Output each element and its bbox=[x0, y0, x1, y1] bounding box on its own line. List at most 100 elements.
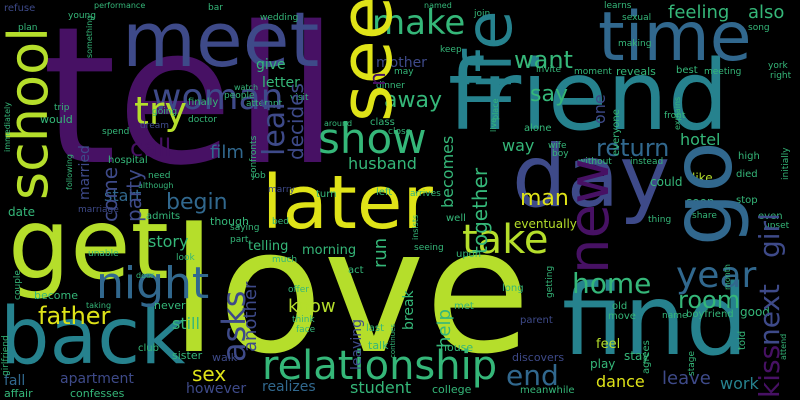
word-front: front bbox=[664, 111, 686, 121]
word-upon: upon bbox=[456, 249, 482, 260]
word-attempt: attempt bbox=[246, 99, 283, 109]
word-would: would bbox=[40, 113, 73, 126]
word-like: like bbox=[692, 171, 713, 185]
word-also: also bbox=[748, 2, 785, 23]
word-learns: learns bbox=[604, 1, 632, 11]
word-tell: tell bbox=[42, 0, 339, 207]
word-night: night bbox=[96, 258, 210, 309]
word-arrives: arrives bbox=[410, 189, 441, 199]
word-new: new bbox=[557, 158, 622, 274]
word-plan: plan bbox=[18, 23, 38, 33]
word-join: join bbox=[474, 9, 491, 19]
word-high: high bbox=[738, 151, 760, 162]
word-think: think bbox=[292, 315, 315, 325]
word-taking: taking bbox=[86, 301, 112, 310]
word-last: last bbox=[366, 323, 385, 334]
word-couple: couple bbox=[13, 270, 23, 300]
word-watch: watch bbox=[234, 83, 259, 92]
word-turn: turn bbox=[316, 189, 337, 200]
word-meet: meet bbox=[122, 0, 320, 84]
word-continues: continues bbox=[389, 323, 397, 358]
word-unable: unable bbox=[88, 249, 119, 259]
word-start: start bbox=[104, 186, 142, 205]
word-doctor: doctor bbox=[188, 115, 217, 125]
word-time: time bbox=[598, 0, 752, 77]
word-getting: getting bbox=[545, 265, 555, 298]
word-left: left bbox=[376, 187, 393, 198]
word-try: try bbox=[134, 89, 188, 133]
word-n: n bbox=[366, 72, 391, 86]
word-see: see bbox=[324, 0, 408, 122]
word-refuse: refuse bbox=[4, 3, 36, 14]
word-although: although bbox=[138, 181, 174, 190]
word-around: around bbox=[324, 119, 353, 128]
word-york: york bbox=[768, 61, 788, 71]
word-boyfriend: boyfriend bbox=[686, 309, 734, 320]
word-died: died bbox=[736, 169, 758, 180]
word-eventually: eventually bbox=[514, 217, 577, 231]
word-visit: visit bbox=[290, 93, 309, 103]
word-well: well bbox=[446, 213, 466, 224]
word-young: young bbox=[68, 11, 96, 21]
word-everyone: everyone bbox=[611, 109, 622, 156]
word-people: people bbox=[224, 91, 255, 101]
word-call: call bbox=[130, 134, 172, 162]
word-job: job bbox=[252, 171, 266, 181]
word-home: home bbox=[572, 267, 652, 300]
word-initially: initially bbox=[781, 147, 791, 180]
word-may: may bbox=[394, 67, 414, 77]
word-good: good bbox=[740, 305, 770, 319]
word-live: live bbox=[489, 117, 498, 132]
word-come: come bbox=[98, 166, 122, 222]
word-girlfriend: girlfriend bbox=[1, 335, 11, 376]
word-confronts: confronts bbox=[249, 135, 259, 178]
word-break: break bbox=[401, 290, 417, 330]
word-door: door bbox=[136, 271, 155, 280]
word-insists: insists bbox=[411, 214, 420, 240]
word-get: get bbox=[8, 188, 169, 302]
word-story: story bbox=[148, 232, 189, 251]
word-admits: admits bbox=[146, 211, 181, 222]
word-show: show bbox=[318, 114, 427, 163]
word-work: work bbox=[720, 374, 759, 393]
word-girl: girl bbox=[753, 213, 786, 258]
word-decides: decides bbox=[284, 83, 308, 160]
word-together: together bbox=[468, 167, 492, 254]
word-boy: boy bbox=[552, 149, 569, 159]
word-know: know bbox=[288, 296, 336, 317]
word-leaving: leaving bbox=[349, 318, 365, 370]
word-hospital: hospital bbox=[108, 155, 148, 166]
word-fall: fall bbox=[4, 373, 26, 389]
word-trip: trip bbox=[54, 103, 70, 113]
word-dance: dance bbox=[596, 372, 645, 391]
word-dream: dream bbox=[140, 121, 170, 131]
word-bar: bar bbox=[208, 3, 223, 13]
word-telling: telling bbox=[248, 239, 289, 254]
word-best: best bbox=[676, 65, 698, 76]
word-letter: letter bbox=[262, 75, 300, 91]
word-parent: parent bbox=[520, 315, 553, 326]
word-never: never bbox=[154, 299, 186, 312]
word-going: going bbox=[152, 107, 178, 117]
word-apartment: apartment bbox=[60, 371, 134, 387]
word-wedding: wedding bbox=[260, 13, 299, 23]
word-spend: spend bbox=[102, 127, 130, 137]
word-party: party bbox=[122, 169, 146, 222]
word-saying: saying bbox=[230, 223, 260, 233]
word-end: end bbox=[506, 359, 559, 392]
word-give: give bbox=[256, 57, 286, 73]
word-thing: thing bbox=[648, 215, 672, 225]
word-upset: upset bbox=[764, 221, 790, 231]
word-help: help bbox=[434, 309, 455, 348]
word-attend: attend bbox=[779, 333, 788, 360]
word-relationship: relationship bbox=[262, 343, 498, 389]
word-face: face bbox=[296, 325, 316, 335]
word-much: much bbox=[272, 255, 298, 265]
word-leave: leave bbox=[662, 368, 711, 389]
word-immediately: immediately bbox=[3, 102, 12, 152]
word-meeting: meeting bbox=[704, 67, 742, 77]
word-stay: stay bbox=[624, 349, 650, 363]
word-share: share bbox=[692, 211, 717, 221]
word-film: film bbox=[210, 142, 244, 163]
word-discovers: discovers bbox=[512, 351, 565, 364]
